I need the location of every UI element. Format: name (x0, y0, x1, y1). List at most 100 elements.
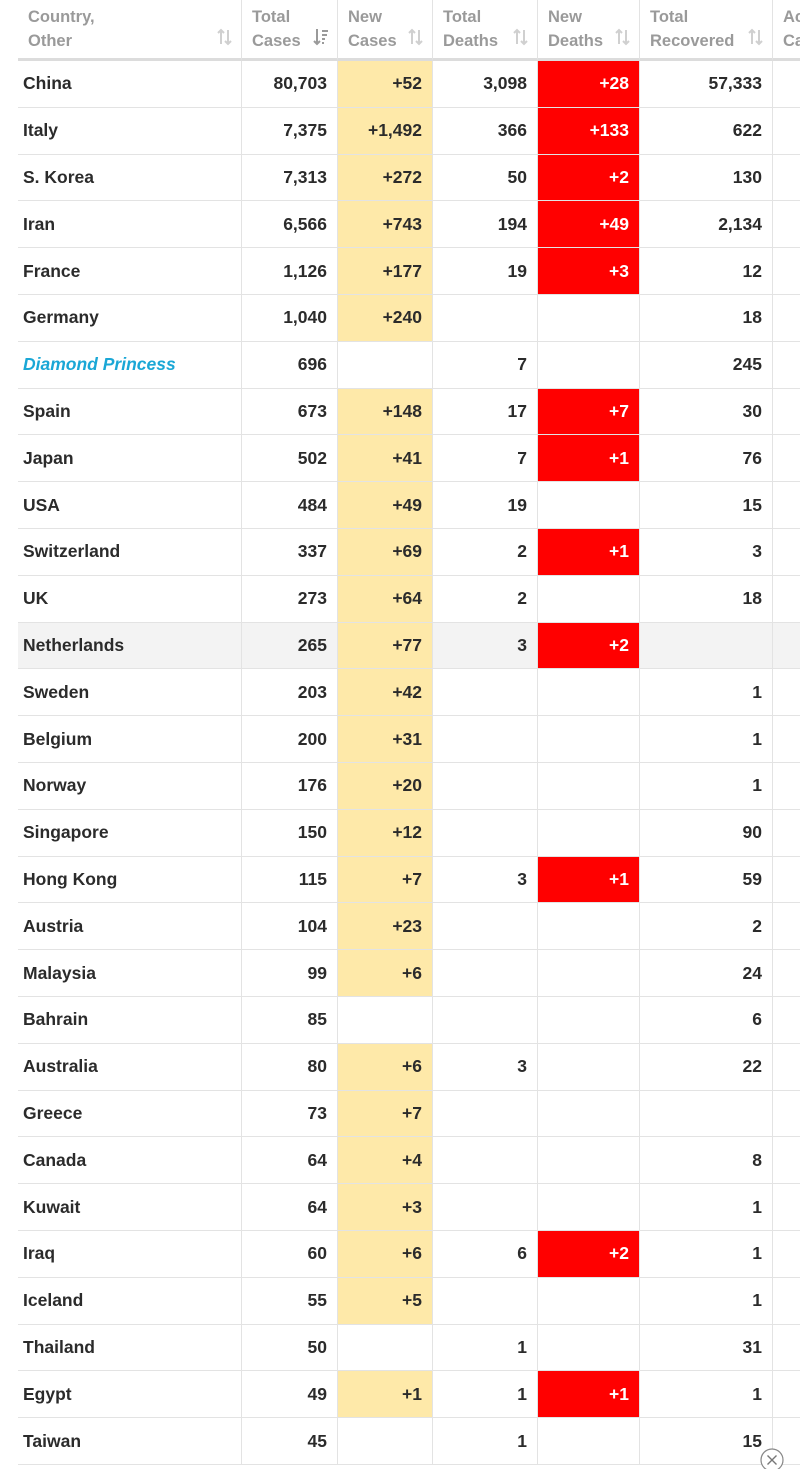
country-cell[interactable]: Iran (18, 201, 242, 249)
value-cell: 3 (640, 529, 773, 576)
value-cell (773, 61, 800, 108)
country-cell[interactable]: Greece (18, 1090, 242, 1138)
country-name: Iran (23, 213, 56, 234)
cell-value: 6,566 (283, 213, 327, 234)
cell-value: +1 (609, 868, 629, 889)
close-button[interactable] (758, 1446, 786, 1469)
country-cell[interactable]: Australia (18, 1043, 242, 1091)
header-line: New (348, 8, 382, 26)
value-cell: 19 (433, 482, 538, 529)
value-cell: +49 (538, 201, 640, 249)
value-cell: +743 (338, 201, 433, 249)
country-cell[interactable]: China (18, 61, 242, 108)
column-header[interactable]: New Cases (338, 0, 433, 61)
country-cell[interactable]: Norway (18, 763, 242, 810)
cell-value: +69 (392, 541, 422, 562)
value-cell (433, 809, 538, 857)
value-cell: 1 (433, 1371, 538, 1419)
country-cell[interactable]: Malaysia (18, 950, 242, 997)
value-cell: 7,313 (242, 154, 338, 202)
value-cell: 2 (640, 903, 773, 951)
column-header[interactable]: Ac Ca (773, 0, 800, 61)
value-cell (773, 1137, 800, 1185)
country-cell[interactable]: S. Korea (18, 154, 242, 202)
value-cell (773, 997, 800, 1044)
country-cell[interactable]: Taiwan (18, 1418, 242, 1465)
cell-value: 1 (752, 728, 762, 749)
value-cell: 7 (433, 341, 538, 389)
value-cell: 57,333 (640, 61, 773, 108)
sort-icon[interactable] (748, 28, 764, 46)
country-cell[interactable]: Hong Kong (18, 856, 242, 904)
cell-value: +49 (392, 494, 422, 515)
value-cell: +1 (538, 529, 640, 576)
country-cell[interactable]: Bahrain (18, 997, 242, 1044)
sort-icon[interactable] (615, 28, 631, 46)
value-cell: 76 (640, 435, 773, 483)
value-cell: 90 (640, 809, 773, 857)
value-cell (773, 576, 800, 623)
column-header[interactable]: New Deaths (538, 0, 640, 61)
cell-value: 57,333 (708, 73, 762, 94)
value-cell (538, 809, 640, 857)
value-cell: 73 (242, 1090, 338, 1138)
column-header[interactable]: Country, Other (18, 0, 242, 61)
value-cell: 245 (640, 341, 773, 389)
country-cell[interactable]: Iceland (18, 1277, 242, 1325)
value-cell: 484 (242, 482, 338, 529)
country-cell[interactable]: Germany (18, 295, 242, 342)
value-cell: 59 (640, 856, 773, 904)
value-cell: +7 (338, 1090, 433, 1138)
value-cell: 7,375 (242, 107, 338, 155)
value-cell (773, 622, 800, 670)
country-cell[interactable]: Singapore (18, 809, 242, 857)
cell-value: 2 (517, 541, 527, 562)
value-cell (773, 248, 800, 295)
header-line: New (548, 8, 582, 26)
country-cell[interactable]: Austria (18, 903, 242, 951)
value-cell: 45 (242, 1418, 338, 1465)
cell-value: +240 (382, 307, 422, 328)
cell-value: 24 (742, 962, 762, 983)
country-cell[interactable]: USA (18, 482, 242, 529)
country-cell[interactable]: Thailand (18, 1324, 242, 1372)
country-name: Iraq (23, 1243, 56, 1264)
country-cell[interactable]: Kuwait (18, 1184, 242, 1231)
sort-icon[interactable] (217, 28, 233, 46)
sort-icon[interactable] (513, 28, 529, 46)
value-cell: 18 (640, 295, 773, 342)
value-cell: +4 (338, 1137, 433, 1185)
country-cell[interactable]: Italy (18, 107, 242, 155)
country-cell[interactable]: Belgium (18, 716, 242, 763)
country-cell[interactable]: Spain (18, 388, 242, 436)
country-cell[interactable]: Switzerland (18, 529, 242, 576)
cell-value: 150 (297, 822, 327, 843)
sort-icon[interactable] (313, 28, 329, 46)
value-cell (773, 529, 800, 576)
country-cell[interactable]: Sweden (18, 669, 242, 717)
header-line: Total (650, 8, 689, 26)
cell-value: 3 (752, 541, 762, 562)
column-header[interactable]: Total Cases (242, 0, 338, 61)
column-header[interactable]: Total Recovered (640, 0, 773, 61)
cell-value: 2 (517, 588, 527, 609)
column-header[interactable]: Total Deaths (433, 0, 538, 61)
country-cell[interactable]: France (18, 248, 242, 295)
cell-value: 6 (517, 1243, 527, 1264)
cell-value: 1 (752, 1290, 762, 1311)
cell-value: 59 (742, 868, 762, 889)
country-cell[interactable]: Diamond Princess (18, 341, 242, 389)
country-name: Australia (23, 1056, 98, 1077)
country-cell[interactable]: Canada (18, 1137, 242, 1185)
value-cell: +1 (538, 435, 640, 483)
country-cell[interactable]: Japan (18, 435, 242, 483)
cell-value: 3 (517, 868, 527, 889)
country-cell[interactable]: Egypt (18, 1371, 242, 1419)
value-cell (433, 295, 538, 342)
country-cell[interactable]: UK (18, 575, 242, 623)
country-cell[interactable]: Netherlands (18, 622, 242, 670)
country-cell[interactable]: Iraq (18, 1231, 242, 1278)
sort-icon[interactable] (408, 28, 424, 46)
header-line: Deaths (548, 32, 604, 50)
